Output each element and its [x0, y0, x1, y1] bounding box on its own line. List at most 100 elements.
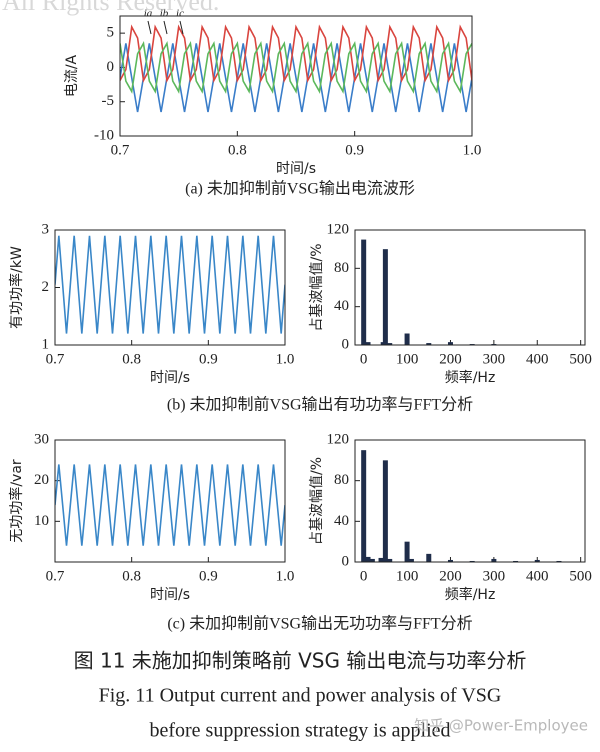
x-tick-label: 300 — [483, 351, 506, 367]
x-tick-label: 0.9 — [199, 351, 218, 367]
x-axis-label: 时间/s — [150, 587, 190, 603]
bar — [469, 560, 475, 562]
y-tick-label: 0 — [342, 553, 350, 569]
watermark: All Rights Reserved. — [2, 0, 219, 16]
y-tick-label: -10 — [94, 127, 114, 143]
y-tick-label: 80 — [334, 472, 349, 488]
panel-caption: (c) 未加抑制前VSG输出无功功率与FFT分析 — [167, 615, 472, 633]
x-tick-label: 0.8 — [122, 351, 141, 367]
y-tick-label: 40 — [334, 298, 349, 314]
plot-frame — [54, 229, 286, 346]
x-tick-label: 1.0 — [276, 351, 295, 367]
series-pointer — [163, 20, 168, 35]
plot-frame — [354, 439, 586, 563]
x-tick-label: 300 — [483, 568, 506, 584]
bar — [365, 342, 371, 345]
x-tick-label: 1.0 — [463, 142, 482, 158]
bar — [408, 558, 414, 562]
y-tick-label: 5 — [107, 25, 115, 41]
watermark: 知乎 @Power-Employee — [414, 717, 588, 735]
line-series — [55, 464, 285, 546]
plot-frame — [119, 15, 473, 137]
panel-caption: (b) 未加抑制前VSG输出有功功率与FFT分析 — [167, 396, 473, 414]
series-label: ic — [176, 8, 184, 20]
bar — [361, 450, 367, 562]
y-tick-label: 20 — [34, 472, 49, 488]
bar — [369, 558, 375, 562]
bar — [513, 560, 519, 562]
bar — [378, 557, 384, 562]
y-tick-label: 0 — [342, 336, 350, 352]
x-tick-label: 500 — [569, 351, 592, 367]
bar — [404, 541, 410, 562]
bar — [447, 559, 453, 562]
x-axis-label: 频率/Hz — [445, 586, 496, 603]
figure-caption: Fig. 11 Output current and power analysi… — [99, 685, 502, 707]
x-tick-label: 1.0 — [276, 568, 295, 584]
line-series — [120, 24, 472, 84]
bar — [387, 558, 393, 562]
y-tick-label: 0 — [107, 59, 115, 75]
figure-caption: 图 11 未施加抑制策略前 VSG 输出电流与功率分析 — [74, 649, 527, 673]
series-pointer — [147, 20, 152, 35]
y-tick-label: 10 — [34, 513, 49, 529]
plot-frame — [54, 439, 286, 563]
y-tick-label: 120 — [327, 431, 350, 447]
x-tick-label: 400 — [526, 568, 549, 584]
x-tick-label: 400 — [526, 351, 549, 367]
bar — [404, 333, 410, 345]
series-label: ib — [160, 8, 169, 20]
y-axis-label: 占基波幅值/% — [308, 457, 325, 545]
y-tick-label: 3 — [42, 221, 50, 237]
bar — [534, 559, 540, 562]
x-tick-label: 0.7 — [111, 142, 130, 158]
bar — [382, 249, 388, 345]
x-axis-label: 频率/Hz — [445, 369, 496, 386]
y-tick-label: 40 — [334, 513, 349, 529]
bar — [447, 342, 453, 345]
x-tick-label: 100 — [396, 351, 419, 367]
line-series — [55, 235, 285, 334]
x-tick-label: 500 — [569, 568, 592, 584]
y-tick-label: -5 — [102, 93, 115, 109]
bar — [426, 343, 432, 345]
x-tick-label: 0.7 — [46, 568, 65, 584]
x-tick-label: 200 — [439, 568, 462, 584]
x-tick-label: 0.7 — [46, 351, 65, 367]
x-tick-label: 0.8 — [228, 142, 247, 158]
plot-frame — [354, 229, 586, 346]
bar — [426, 553, 432, 562]
x-tick-label: 0.9 — [345, 142, 364, 158]
bar — [382, 460, 388, 562]
x-axis-label: 时间/s — [150, 370, 190, 386]
y-axis-label: 占基波幅值/% — [308, 243, 325, 331]
x-tick-label: 0 — [360, 568, 368, 584]
bar — [361, 239, 367, 345]
y-tick-label: 120 — [327, 221, 350, 237]
y-tick-label: 80 — [334, 260, 349, 276]
bar — [387, 343, 393, 345]
y-tick-label: 2 — [42, 279, 50, 295]
y-axis-label: 无功功率/var — [8, 459, 25, 543]
bar — [491, 558, 497, 562]
x-axis-label: 时间/s — [276, 161, 316, 177]
y-tick-label: 30 — [34, 431, 49, 447]
line-series — [120, 41, 472, 94]
y-axis-label: 有功功率/kW — [8, 246, 25, 329]
bar — [365, 556, 371, 562]
x-tick-label: 0 — [360, 351, 368, 367]
x-tick-label: 0.8 — [122, 568, 141, 584]
figure-caption: before suppression strategy is applied — [149, 720, 450, 742]
x-tick-label: 200 — [439, 351, 462, 367]
x-tick-label: 0.9 — [199, 568, 218, 584]
x-tick-label: 100 — [396, 568, 419, 584]
series-pointer — [179, 20, 184, 35]
panel-caption: (a) 未加抑制前VSG输出电流波形 — [185, 180, 415, 198]
series-label: ia — [144, 8, 153, 20]
y-tick-label: 1 — [42, 336, 50, 352]
y-axis-label: 电流/A — [64, 54, 80, 97]
line-series — [120, 43, 472, 113]
bar — [556, 560, 562, 562]
